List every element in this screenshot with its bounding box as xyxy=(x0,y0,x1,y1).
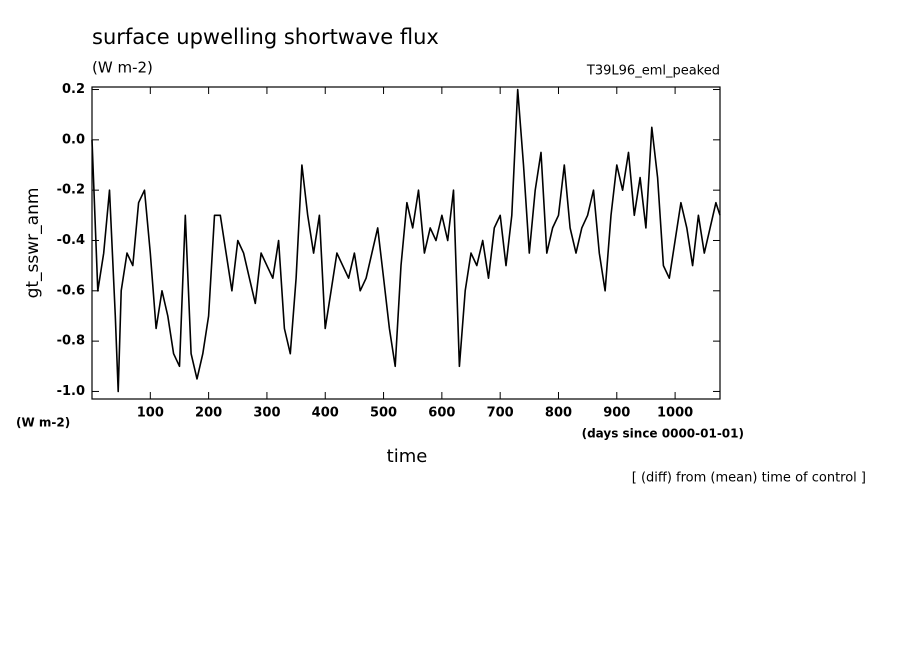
x-axis-label: time xyxy=(387,446,428,467)
x-tick-label: 500 xyxy=(370,406,397,421)
experiment: T39L96_eml_peaked xyxy=(586,64,720,79)
x-units: (days since 0000-01-01) xyxy=(582,427,744,441)
x-tick-label: 200 xyxy=(195,406,222,421)
y-tick-label: -0.4 xyxy=(57,233,85,248)
y-tick-label: 0.2 xyxy=(62,82,85,97)
x-tick-label: 300 xyxy=(253,406,280,421)
x-tick-label: 700 xyxy=(487,406,514,421)
x-tick-label: 800 xyxy=(545,406,572,421)
x-tick-label: 100 xyxy=(137,406,164,421)
data-line xyxy=(91,88,721,393)
y-tick-label: -0.6 xyxy=(57,283,85,298)
units-lower: (W m-2) xyxy=(16,416,70,430)
y-tick-label: -0.2 xyxy=(57,183,85,198)
chart-title: surface upwelling shortwave flux xyxy=(92,25,439,49)
x-tick-label: 1000 xyxy=(657,406,693,421)
plot-frame xyxy=(91,86,721,400)
x-tick-label: 600 xyxy=(428,406,455,421)
y-tick-label: 0.0 xyxy=(62,132,85,147)
units: (W m-2) xyxy=(92,59,153,77)
y-tick-label: -0.8 xyxy=(57,334,85,349)
y-axis-label: gt_sswr_anm xyxy=(23,188,43,299)
x-tick-label: 900 xyxy=(603,406,630,421)
note: [ (diff) from (mean) time of control ] xyxy=(632,471,866,486)
y-tick-label: -1.0 xyxy=(57,384,85,399)
x-tick-label: 400 xyxy=(312,406,339,421)
